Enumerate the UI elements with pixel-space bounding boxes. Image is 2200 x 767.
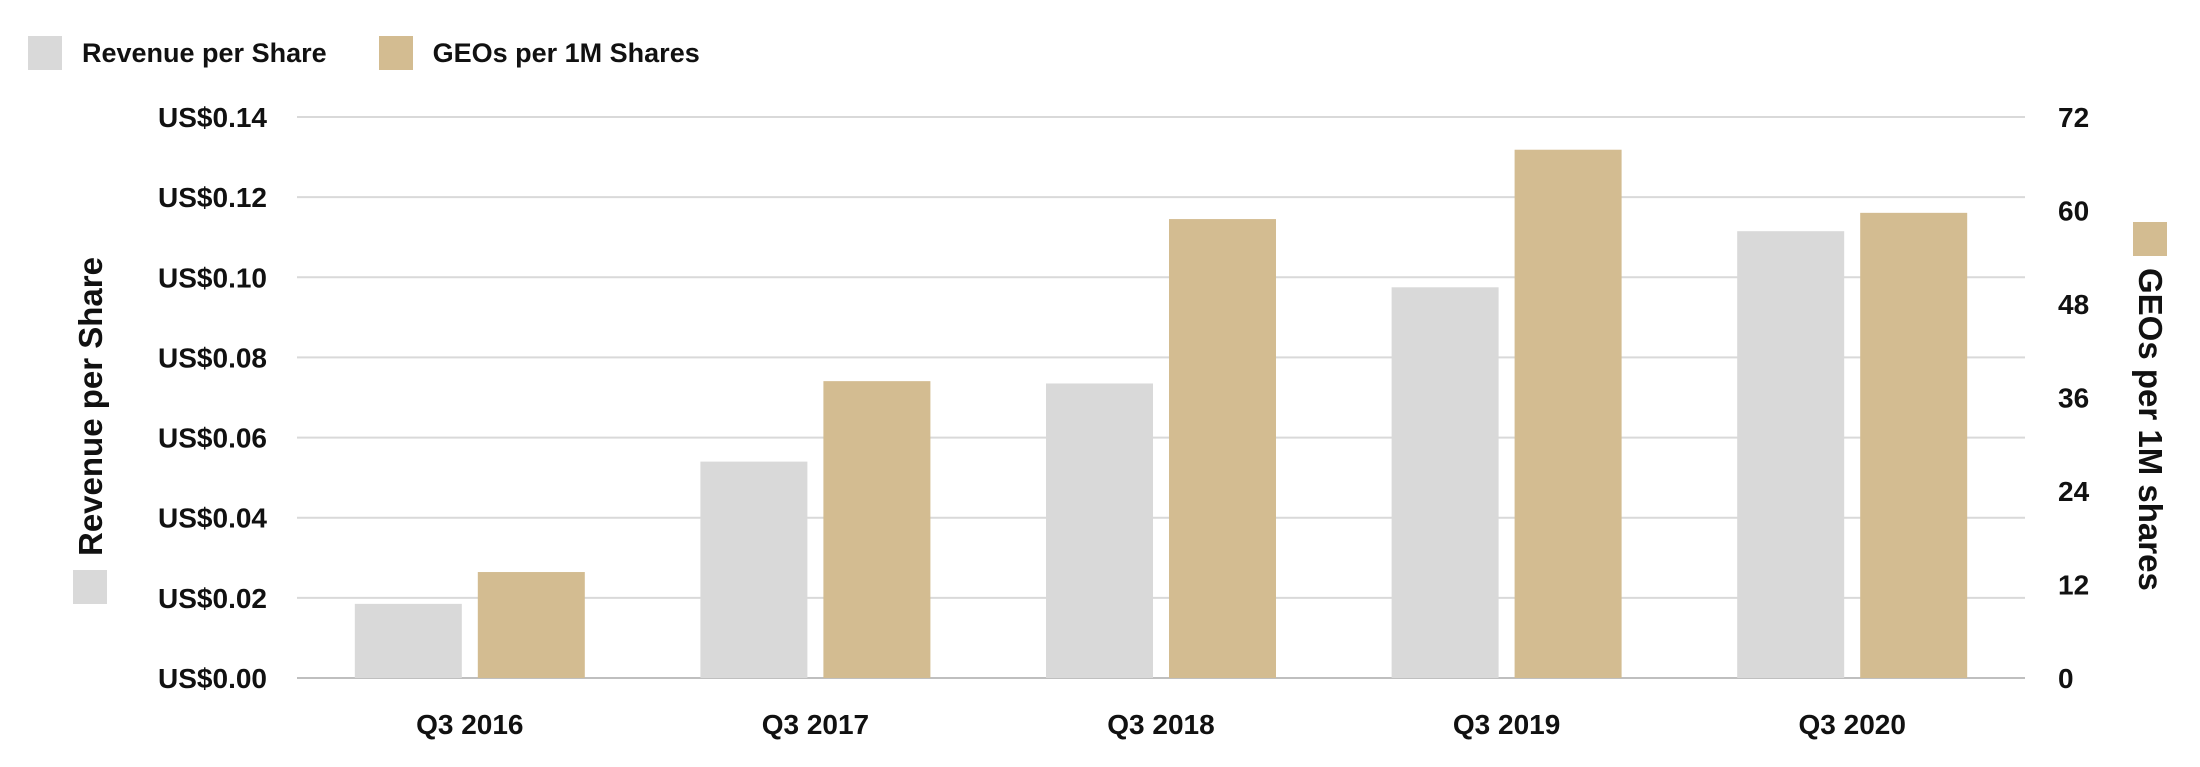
right-tick-label: 48 xyxy=(2058,289,2089,320)
legend-item-revenue: Revenue per Share xyxy=(28,36,327,70)
legend-swatch-geos xyxy=(378,36,413,70)
bar-revenue-per-share xyxy=(1737,231,1845,679)
left-tick-label: US$0.12 xyxy=(158,182,267,213)
left-axis-swatch xyxy=(73,570,107,604)
bar-revenue-per-share xyxy=(1391,287,1499,678)
right-tick-label: 12 xyxy=(2058,570,2089,601)
axis-titles: Revenue per Share GEOs per 1M shares xyxy=(72,222,2169,604)
legend-item-geos: GEOs per 1M Shares xyxy=(378,36,700,70)
chart-legend: Revenue per Share GEOs per 1M Shares xyxy=(28,36,752,70)
x-tick-label: Q3 2018 xyxy=(1107,709,1214,740)
left-tick-label: US$0.06 xyxy=(158,423,267,454)
right-axis-ticks: 0 12 24 36 48 60 72 xyxy=(2058,102,2090,694)
left-axis-ticks: US$0.00 US$0.02 US$0.04 US$0.06 US$0.08 US$0.… xyxy=(158,102,267,694)
right-tick-label: 0 xyxy=(2058,663,2074,694)
bar-geos-per-1m-shares xyxy=(1169,219,1276,678)
bar-revenue-per-share xyxy=(700,461,808,678)
bar-geos-per-1m-shares xyxy=(1860,212,1968,678)
left-tick-label: US$0.04 xyxy=(158,503,267,534)
bar-geos-per-1m-shares xyxy=(477,572,585,678)
legend-swatch-revenue xyxy=(28,36,62,70)
x-tick-label: Q3 2017 xyxy=(762,709,869,740)
left-tick-label: US$0.14 xyxy=(158,102,267,133)
left-axis-title: Revenue per Share xyxy=(72,257,109,556)
legend-label-geos: GEOs per 1M Shares xyxy=(432,37,700,68)
x-tick-label: Q3 2016 xyxy=(416,709,523,740)
right-tick-label: 36 xyxy=(2058,383,2089,414)
left-tick-label: US$0.08 xyxy=(158,342,267,373)
bar-geos-per-1m-shares xyxy=(823,381,931,678)
bars xyxy=(354,149,1968,679)
bar-revenue-per-share xyxy=(354,603,462,678)
left-tick-label: US$0.10 xyxy=(158,262,267,293)
x-axis-ticks: Q3 2016 Q3 2017 Q3 2018 Q3 2019 Q3 2020 xyxy=(416,709,1906,740)
left-tick-label: US$0.00 xyxy=(158,663,267,694)
gridlines xyxy=(297,116,2025,679)
bar-geos-per-1m-shares xyxy=(1514,149,1622,679)
right-axis-title: GEOs per 1M shares xyxy=(2132,268,2169,591)
right-tick-label: 24 xyxy=(2058,476,2090,507)
bar-revenue-per-share xyxy=(1046,383,1153,678)
left-tick-label: US$0.02 xyxy=(158,583,267,614)
right-tick-label: 72 xyxy=(2058,102,2089,133)
x-tick-label: Q3 2019 xyxy=(1453,709,1560,740)
x-tick-label: Q3 2020 xyxy=(1798,709,1905,740)
right-axis-swatch xyxy=(2133,222,2167,256)
legend-label-revenue: Revenue per Share xyxy=(82,37,327,68)
right-tick-label: 60 xyxy=(2058,196,2089,227)
